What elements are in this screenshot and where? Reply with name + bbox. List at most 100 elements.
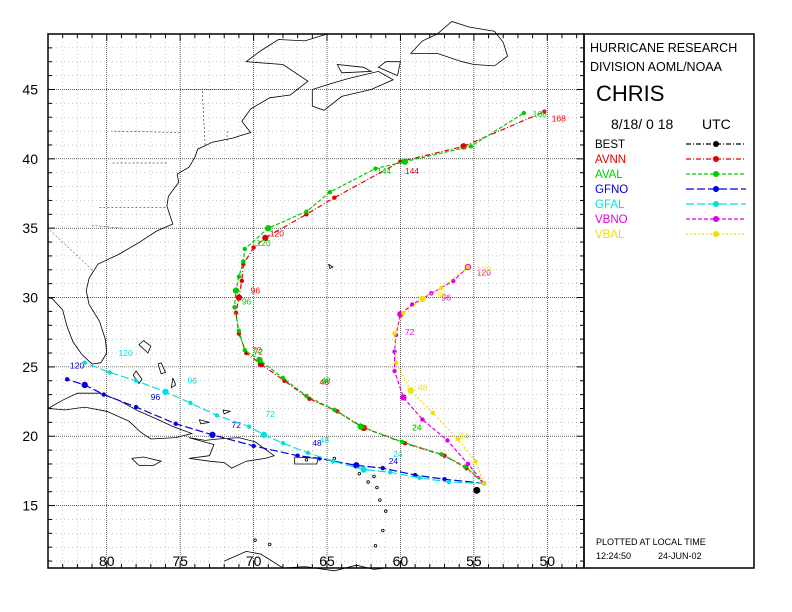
lon-tick-label: 65 xyxy=(319,553,335,569)
legend-item-gfno: GFNO xyxy=(595,184,746,196)
state-border xyxy=(47,228,93,270)
coastline-segment xyxy=(410,21,509,67)
track-point xyxy=(409,302,415,307)
best-track-point xyxy=(473,486,481,494)
storm-name: CHRIS xyxy=(596,81,664,106)
track-point xyxy=(305,450,311,456)
forecast-hour-label: 24 xyxy=(412,423,422,433)
legend-label: VBAL xyxy=(595,229,625,241)
track-avnn: 24 48 72 96 120 144 168 xyxy=(233,109,566,486)
legend-marker xyxy=(713,186,719,192)
forecast-hour-label: 96 xyxy=(151,392,161,402)
map-frame xyxy=(47,33,585,569)
legend-label: GFAL xyxy=(595,199,625,211)
forecast-hour-label: 120 xyxy=(118,348,132,358)
island xyxy=(372,474,376,479)
lat-tick-label: 30 xyxy=(22,290,38,306)
track-point xyxy=(445,438,450,443)
track-point xyxy=(133,404,139,410)
track-point xyxy=(242,246,247,252)
legend-item-aval: AVAL xyxy=(595,169,746,181)
track-point xyxy=(295,453,300,458)
track-point xyxy=(260,431,268,439)
track-point xyxy=(392,368,397,374)
island xyxy=(381,528,385,533)
track-point xyxy=(417,475,422,481)
track-line xyxy=(235,111,545,484)
track-point xyxy=(401,158,409,165)
island xyxy=(357,471,362,476)
track-point xyxy=(236,328,242,334)
track-point xyxy=(236,274,242,279)
forecast-hour-label: 24 xyxy=(459,431,469,441)
track-point xyxy=(380,465,386,471)
coastline-segment xyxy=(138,340,152,354)
track-point xyxy=(420,417,425,422)
forecast-hour-label: 168 xyxy=(552,113,566,123)
track-point xyxy=(280,375,286,381)
track-point xyxy=(235,294,243,301)
legend-marker xyxy=(713,156,719,162)
island xyxy=(304,458,309,462)
forecast-hour-label: 72 xyxy=(254,346,264,356)
forecast-tracks: 24 48 72 96 120 144 168 24 48 72 96 120 144 168 24 48 72… xyxy=(64,109,566,494)
track-vbal: 24 48 96 120 xyxy=(392,265,491,486)
org-line-1: HURRICANE RESEARCH xyxy=(590,41,737,55)
legend-marker xyxy=(713,216,719,222)
track-point xyxy=(332,407,337,413)
legend-item-gfal: GFAL xyxy=(595,199,746,211)
track-point xyxy=(393,360,399,365)
island xyxy=(373,544,378,548)
track-point xyxy=(133,378,139,383)
track-point xyxy=(251,245,256,250)
legend-marker xyxy=(713,141,719,147)
track-point xyxy=(327,189,333,195)
lat-tick-label: 20 xyxy=(22,428,38,444)
track-point xyxy=(209,431,216,439)
coastline-segment xyxy=(311,70,394,111)
axis-labels: 45 40 35 30 25 20 15 80 75 70 65 60 55 50 xyxy=(22,81,555,569)
track-point xyxy=(468,144,474,149)
forecast-hour-label: 48 xyxy=(320,435,330,445)
state-border xyxy=(92,225,122,229)
track-point xyxy=(280,440,286,446)
lon-tick-label: 70 xyxy=(246,553,262,569)
legend-label: GFNO xyxy=(595,184,628,196)
forecast-hour-label: 72 xyxy=(265,409,275,419)
legend-marker xyxy=(713,201,719,207)
lat-tick-label: 40 xyxy=(22,151,38,167)
track-point xyxy=(265,224,272,232)
track-point xyxy=(101,392,107,397)
track-point xyxy=(387,470,393,475)
track-point xyxy=(373,166,378,171)
forecast-hour-label: 24 xyxy=(389,456,399,466)
lon-tick-label: 50 xyxy=(539,553,555,569)
track-point xyxy=(357,423,364,430)
track-point xyxy=(353,462,360,469)
track-point xyxy=(304,393,309,399)
footer-time: 12:24:50 xyxy=(596,551,631,561)
forecast-hour-label: 144 xyxy=(405,166,419,176)
forecast-hour-label: 48 xyxy=(312,438,322,448)
legend-panel-frame xyxy=(583,33,755,569)
forecast-hour-label: 96 xyxy=(437,290,447,300)
track-point xyxy=(439,452,444,457)
coastline-segment xyxy=(377,61,401,76)
forecast-hour-label: 120 xyxy=(477,267,491,277)
legend-marker xyxy=(713,171,719,177)
forecast-hour-label: 96 xyxy=(251,285,261,295)
footer-date: 24-JUN-02 xyxy=(658,551,702,561)
forecast-hour-label: 96 xyxy=(442,292,452,302)
track-point xyxy=(246,424,252,429)
track-gfno: 24 48 72 96 120 xyxy=(64,360,487,486)
lon-tick-label: 80 xyxy=(99,553,115,569)
track-point xyxy=(162,388,169,396)
lat-tick-label: 25 xyxy=(22,359,38,375)
forecast-hour-label: 120 xyxy=(270,229,284,239)
forecast-hour-label: 120 xyxy=(477,265,491,275)
coastline-segment xyxy=(336,64,373,74)
track-point xyxy=(401,310,406,315)
coastline-segment xyxy=(47,33,328,365)
track-point xyxy=(239,278,245,284)
coastline-segment xyxy=(222,409,232,415)
